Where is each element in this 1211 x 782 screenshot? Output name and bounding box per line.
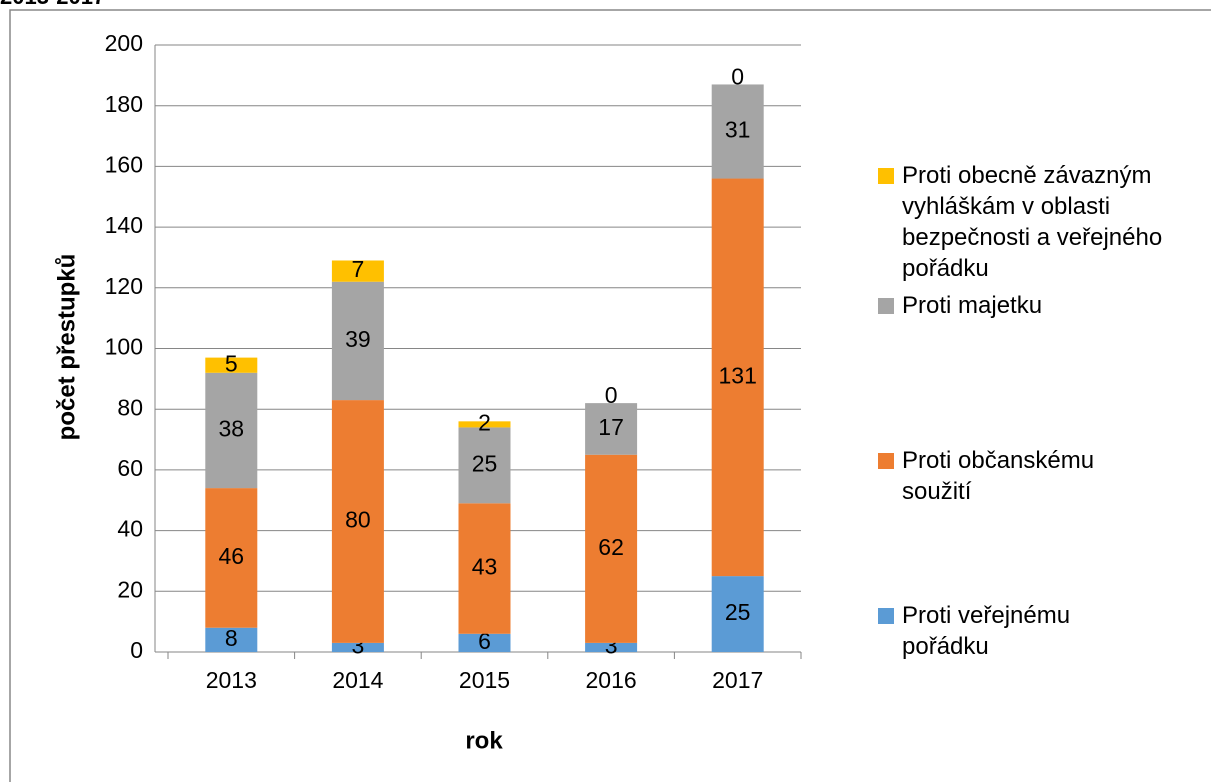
x-tick-label: 2013 <box>206 667 257 693</box>
bar-segment <box>585 454 638 643</box>
y-axis-title: počet přestupků <box>53 254 80 441</box>
data-label: 0 <box>605 382 618 408</box>
data-label: 62 <box>598 534 624 560</box>
legend-label: Proti majetku <box>902 292 1043 319</box>
data-label: 0 <box>731 64 744 90</box>
data-label: 25 <box>725 599 751 625</box>
y-tick-label: 40 <box>117 516 143 542</box>
data-label: 7 <box>352 256 365 282</box>
y-tick-label: 20 <box>117 576 143 602</box>
data-label: 43 <box>472 554 498 580</box>
data-label: 6 <box>478 628 491 654</box>
bar-segment <box>711 178 764 577</box>
x-tick-label: 2015 <box>459 667 510 693</box>
bar-segment <box>331 400 384 643</box>
x-tick-label: 2017 <box>712 667 763 693</box>
data-label: 31 <box>725 117 751 143</box>
bar-segment <box>458 427 511 504</box>
legend-label: Proti obecně závazným vyhláškám v oblast… <box>902 162 1163 282</box>
legend-item: Proti občanskému soužití <box>878 445 1198 507</box>
x-tick-label: 2014 <box>332 667 383 693</box>
legend-swatch <box>878 453 894 469</box>
bar-segment <box>458 503 511 634</box>
bar-segment <box>458 633 511 652</box>
y-tick-label: 100 <box>105 334 143 360</box>
bar-segment <box>205 357 258 373</box>
bar-segment <box>205 488 258 628</box>
y-tick-label: 120 <box>105 273 143 299</box>
legend-swatch <box>878 168 894 184</box>
chart-border <box>9 9 1211 782</box>
chart-title: 2013-2017 <box>0 0 105 9</box>
bar-segment <box>711 84 764 179</box>
legend-item: Proti obecně závazným vyhláškám v oblast… <box>878 160 1198 284</box>
bar-segment <box>585 642 638 652</box>
data-label: 25 <box>472 450 498 476</box>
y-tick-label: 60 <box>117 455 143 481</box>
legend-item: Proti veřejnému pořádku <box>878 600 1198 662</box>
bar-segment <box>331 642 384 652</box>
data-label: 8 <box>225 625 238 651</box>
data-label: 131 <box>719 362 757 388</box>
data-label: 17 <box>598 414 624 440</box>
bar-segment <box>458 421 511 428</box>
y-tick-label: 80 <box>117 394 143 420</box>
data-label: 2 <box>478 409 491 435</box>
legend-swatch <box>878 608 894 624</box>
y-tick-label: 200 <box>105 30 143 56</box>
data-label: 5 <box>225 350 238 376</box>
y-tick-label: 180 <box>105 91 143 117</box>
bar-segment <box>331 260 384 282</box>
bar-segment <box>711 576 764 652</box>
x-tick-label: 2016 <box>586 667 637 693</box>
data-label: 80 <box>345 507 371 533</box>
data-label: 38 <box>219 416 245 442</box>
legend-label: Proti občanskému soužití <box>902 447 1095 505</box>
x-axis-title: rok <box>465 727 503 754</box>
legend-label: Proti veřejnému pořádku <box>902 602 1071 660</box>
y-tick-label: 0 <box>130 637 143 663</box>
bar-segment <box>205 627 258 652</box>
legend-item: Proti majetku <box>878 290 1198 321</box>
bar-segment <box>205 372 258 489</box>
y-tick-label: 140 <box>105 212 143 238</box>
data-label: 46 <box>219 543 245 569</box>
data-label: 39 <box>345 326 371 352</box>
legend-swatch <box>878 298 894 314</box>
bar-segment <box>331 281 384 401</box>
y-tick-label: 160 <box>105 151 143 177</box>
bar-segment <box>585 403 638 455</box>
